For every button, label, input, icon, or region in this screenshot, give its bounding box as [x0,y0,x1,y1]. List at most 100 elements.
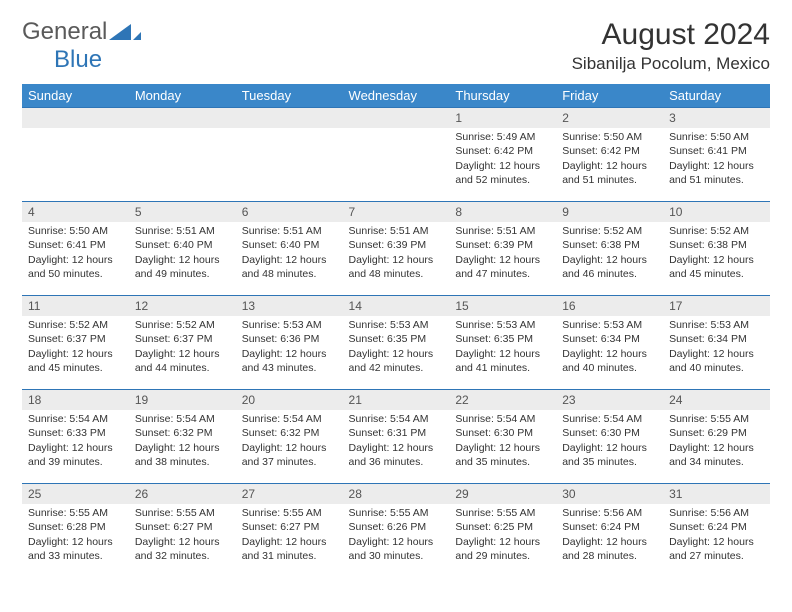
brand-part2: Blue [54,46,792,74]
sunset-line: Sunset: 6:32 PM [135,426,230,440]
day-number: 3 [663,108,770,128]
sunset-line: Sunset: 6:24 PM [669,520,764,534]
sunrise-line: Sunrise: 5:52 AM [135,318,230,332]
sunset-line: Sunset: 6:37 PM [28,332,123,346]
sunset-line: Sunset: 6:35 PM [349,332,444,346]
day-details: Sunrise: 5:54 AMSunset: 6:31 PMDaylight:… [343,410,450,473]
weekday-header: Saturday [663,84,770,108]
day-details: Sunrise: 5:55 AMSunset: 6:28 PMDaylight:… [22,504,129,567]
sunset-line: Sunset: 6:40 PM [242,238,337,252]
day-details: Sunrise: 5:56 AMSunset: 6:24 PMDaylight:… [663,504,770,567]
sunrise-line: Sunrise: 5:53 AM [455,318,550,332]
calendar-day-cell: 5Sunrise: 5:51 AMSunset: 6:40 PMDaylight… [129,202,236,296]
sunrise-line: Sunrise: 5:55 AM [455,506,550,520]
sunset-line: Sunset: 6:28 PM [28,520,123,534]
day-number: 31 [663,484,770,504]
sunrise-line: Sunrise: 5:53 AM [242,318,337,332]
sunrise-line: Sunrise: 5:55 AM [349,506,444,520]
calendar-week-row: 1Sunrise: 5:49 AMSunset: 6:42 PMDaylight… [22,108,770,202]
sunrise-line: Sunrise: 5:53 AM [562,318,657,332]
day-number: 8 [449,202,556,222]
weekday-header-row: SundayMondayTuesdayWednesdayThursdayFrid… [22,84,770,108]
daylight-line: Daylight: 12 hours and 34 minutes. [669,441,764,469]
calendar-day-cell: 11Sunrise: 5:52 AMSunset: 6:37 PMDayligh… [22,296,129,390]
sunset-line: Sunset: 6:25 PM [455,520,550,534]
day-number: 2 [556,108,663,128]
day-number: 29 [449,484,556,504]
day-number: 26 [129,484,236,504]
calendar-day-cell: 26Sunrise: 5:55 AMSunset: 6:27 PMDayligh… [129,484,236,578]
daylight-line: Daylight: 12 hours and 28 minutes. [562,535,657,563]
day-details: Sunrise: 5:54 AMSunset: 6:33 PMDaylight:… [22,410,129,473]
day-number: 19 [129,390,236,410]
weekday-header: Tuesday [236,84,343,108]
sunset-line: Sunset: 6:42 PM [562,144,657,158]
day-number: 17 [663,296,770,316]
sunset-line: Sunset: 6:27 PM [242,520,337,534]
day-number: 10 [663,202,770,222]
day-number: 23 [556,390,663,410]
calendar-day-cell: 13Sunrise: 5:53 AMSunset: 6:36 PMDayligh… [236,296,343,390]
day-number: 14 [343,296,450,316]
sunset-line: Sunset: 6:24 PM [562,520,657,534]
sunrise-line: Sunrise: 5:49 AM [455,130,550,144]
sunrise-line: Sunrise: 5:51 AM [135,224,230,238]
day-details: Sunrise: 5:51 AMSunset: 6:40 PMDaylight:… [129,222,236,285]
day-details: Sunrise: 5:56 AMSunset: 6:24 PMDaylight:… [556,504,663,567]
day-details: Sunrise: 5:52 AMSunset: 6:37 PMDaylight:… [129,316,236,379]
sunset-line: Sunset: 6:32 PM [242,426,337,440]
sunset-line: Sunset: 6:27 PM [135,520,230,534]
sunrise-line: Sunrise: 5:54 AM [135,412,230,426]
calendar-day-cell: 25Sunrise: 5:55 AMSunset: 6:28 PMDayligh… [22,484,129,578]
daylight-line: Daylight: 12 hours and 47 minutes. [455,253,550,281]
logo-triangle-icon [109,22,141,42]
calendar-day-cell: 12Sunrise: 5:52 AMSunset: 6:37 PMDayligh… [129,296,236,390]
day-number: 11 [22,296,129,316]
calendar-day-cell: 24Sunrise: 5:55 AMSunset: 6:29 PMDayligh… [663,390,770,484]
sunset-line: Sunset: 6:39 PM [455,238,550,252]
sunrise-line: Sunrise: 5:54 AM [455,412,550,426]
daylight-line: Daylight: 12 hours and 27 minutes. [669,535,764,563]
calendar-day-cell: 23Sunrise: 5:54 AMSunset: 6:30 PMDayligh… [556,390,663,484]
day-number: 4 [22,202,129,222]
daylight-line: Daylight: 12 hours and 49 minutes. [135,253,230,281]
day-number: 9 [556,202,663,222]
day-number: 6 [236,202,343,222]
sunrise-line: Sunrise: 5:50 AM [28,224,123,238]
daylight-line: Daylight: 12 hours and 40 minutes. [669,347,764,375]
day-details: Sunrise: 5:49 AMSunset: 6:42 PMDaylight:… [449,128,556,191]
daylight-line: Daylight: 12 hours and 44 minutes. [135,347,230,375]
calendar-day-cell [236,108,343,202]
daylight-line: Daylight: 12 hours and 40 minutes. [562,347,657,375]
day-details: Sunrise: 5:50 AMSunset: 6:41 PMDaylight:… [22,222,129,285]
day-number: 20 [236,390,343,410]
sunrise-line: Sunrise: 5:52 AM [562,224,657,238]
calendar-day-cell: 3Sunrise: 5:50 AMSunset: 6:41 PMDaylight… [663,108,770,202]
sunrise-line: Sunrise: 5:51 AM [349,224,444,238]
calendar-week-row: 18Sunrise: 5:54 AMSunset: 6:33 PMDayligh… [22,390,770,484]
weekday-header: Monday [129,84,236,108]
day-details: Sunrise: 5:52 AMSunset: 6:38 PMDaylight:… [556,222,663,285]
calendar-day-cell [129,108,236,202]
sunset-line: Sunset: 6:37 PM [135,332,230,346]
sunset-line: Sunset: 6:26 PM [349,520,444,534]
brand-part1: General [22,18,107,46]
calendar-day-cell: 22Sunrise: 5:54 AMSunset: 6:30 PMDayligh… [449,390,556,484]
day-number: 28 [343,484,450,504]
brand-logo: General [22,18,143,46]
daylight-line: Daylight: 12 hours and 37 minutes. [242,441,337,469]
day-number: 15 [449,296,556,316]
day-details: Sunrise: 5:51 AMSunset: 6:39 PMDaylight:… [343,222,450,285]
day-number: 7 [343,202,450,222]
daylight-line: Daylight: 12 hours and 35 minutes. [455,441,550,469]
calendar-day-cell: 7Sunrise: 5:51 AMSunset: 6:39 PMDaylight… [343,202,450,296]
daylight-line: Daylight: 12 hours and 50 minutes. [28,253,123,281]
day-details: Sunrise: 5:53 AMSunset: 6:35 PMDaylight:… [449,316,556,379]
sunset-line: Sunset: 6:42 PM [455,144,550,158]
sunrise-line: Sunrise: 5:50 AM [562,130,657,144]
day-details: Sunrise: 5:55 AMSunset: 6:27 PMDaylight:… [236,504,343,567]
sunset-line: Sunset: 6:33 PM [28,426,123,440]
calendar-day-cell: 20Sunrise: 5:54 AMSunset: 6:32 PMDayligh… [236,390,343,484]
sunset-line: Sunset: 6:29 PM [669,426,764,440]
day-number-empty [129,108,236,128]
